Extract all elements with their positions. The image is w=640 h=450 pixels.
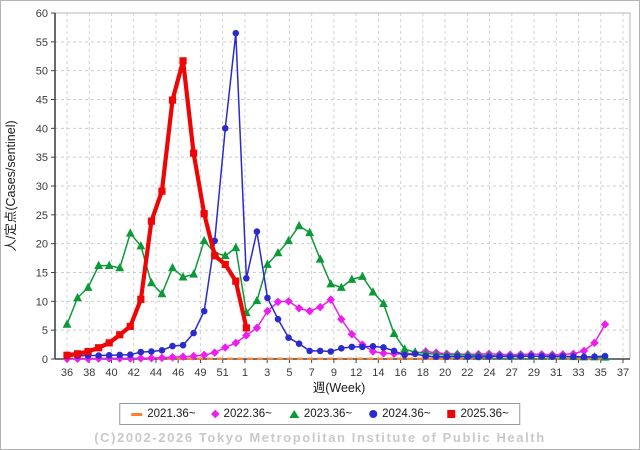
x-tick-label: 51	[217, 367, 229, 379]
x-tick-label: 40	[105, 367, 117, 379]
legend-label: 2025.36~	[460, 408, 509, 420]
legend-item-202236: 2022.36~	[211, 408, 272, 420]
y-tick-label: 50	[36, 66, 48, 78]
y-tick-label: 45	[36, 95, 48, 107]
y-tick-label: 55	[36, 37, 48, 49]
x-tick-label: 7	[309, 367, 315, 379]
legend-label: 2021.36~	[147, 408, 196, 420]
dash-marker-icon	[131, 412, 143, 416]
x-tick-label: 3	[264, 367, 270, 379]
y-tick-label: 30	[36, 181, 48, 193]
series-202536	[63, 57, 250, 359]
x-tick-label: 5	[286, 367, 292, 379]
x-tick-label: 46	[172, 367, 184, 379]
series-202436	[63, 29, 609, 361]
series-layer	[62, 29, 610, 363]
legend-label: 2024.36~	[382, 408, 431, 420]
x-tick-label: 35	[595, 367, 607, 379]
legend-item-202436: 2024.36~	[369, 408, 430, 420]
y-tick-label: 25	[36, 210, 48, 222]
x-tick-label: 24	[483, 367, 495, 379]
x-tick-label: 44	[150, 367, 162, 379]
y-tick-label: 0	[42, 354, 48, 366]
legend-label: 2022.36~	[223, 408, 272, 420]
y-tick-label: 10	[36, 296, 48, 308]
y-tick-label: 15	[36, 268, 48, 280]
x-tick-label: 22	[461, 367, 473, 379]
copyright-footer: (C)2002-2026 Tokyo Metropolitan Institut…	[94, 430, 546, 445]
x-tick-label: 37	[617, 367, 629, 379]
triangle-marker-icon	[288, 410, 299, 418]
y-tick-label: 5	[42, 325, 48, 337]
x-tick-label: 1	[242, 367, 248, 379]
x-tick-label: 14	[372, 367, 384, 379]
series-202336	[62, 220, 610, 361]
y-tick-label: 40	[36, 123, 48, 135]
x-axis-title: 週(Week)	[313, 381, 366, 395]
x-tick-label: 16	[394, 367, 406, 379]
x-tick-label: 12	[350, 367, 362, 379]
x-tick-label: 18	[417, 367, 429, 379]
diamond-marker-icon	[211, 409, 220, 419]
x-tick-label: 29	[528, 367, 540, 379]
x-tick-label: 36	[61, 367, 73, 379]
legend-item-202136: 2021.36~	[131, 408, 196, 420]
y-axis-title: 人/定点(Cases/sentinel)	[3, 120, 18, 251]
x-tick-label: 31	[550, 367, 562, 379]
y-tick-label: 60	[36, 8, 48, 20]
x-tick-label: 33	[572, 367, 584, 379]
series-202236	[62, 295, 610, 363]
y-tick-label: 20	[36, 239, 48, 251]
gridlines	[55, 12, 630, 359]
legend-item-202336: 2023.36~	[288, 408, 353, 420]
x-tick-label: 38	[83, 367, 95, 379]
circle-marker-icon	[369, 410, 378, 418]
x-tick-label: 20	[439, 367, 451, 379]
square-marker-icon	[447, 410, 456, 418]
x-tick-label: 49	[194, 367, 206, 379]
y-tick-label: 35	[36, 152, 48, 164]
x-tick-label: 27	[506, 367, 518, 379]
legend: 2021.36~ 2022.36~ 2023.36~ 2024.36~ 2025.36~	[119, 403, 521, 425]
x-tick-label: 9	[331, 367, 337, 379]
x-tick-label: 42	[128, 367, 140, 379]
legend-label: 2023.36~	[303, 408, 353, 420]
legend-item-202536: 2025.36~	[447, 408, 509, 420]
